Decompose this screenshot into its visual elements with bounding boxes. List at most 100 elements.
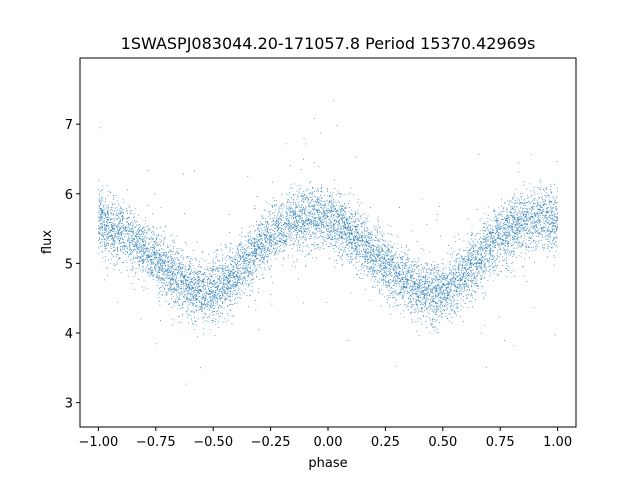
data-point [277,234,279,236]
data-point [424,281,426,283]
data-point [355,267,357,269]
data-point [327,230,328,232]
data-point [498,214,500,216]
data-point [150,256,152,257]
data-point [181,273,182,275]
data-point [114,240,116,242]
data-point [289,207,290,209]
data-point [310,250,312,252]
data-point [439,290,441,292]
data-point [454,278,456,280]
data-point [156,241,158,243]
data-point [185,291,187,292]
data-point [543,230,545,231]
data-point [212,284,214,285]
data-point [360,235,362,237]
data-point [148,237,149,239]
data-point [551,211,553,213]
data-point [113,214,114,216]
data-point [523,227,525,228]
data-point [438,270,439,272]
data-point [337,190,339,192]
data-point [130,212,132,214]
data-point [270,259,272,261]
data-point [315,228,317,230]
data-point [375,276,377,277]
data-point [184,278,186,280]
data-point [495,216,497,218]
data-point [407,259,409,260]
data-point [196,298,197,299]
data-point [157,275,159,277]
data-point [227,305,229,306]
data-point [265,222,267,224]
data-point [548,227,549,229]
data-point [450,280,452,282]
data-point [334,238,335,240]
data-point [235,263,237,265]
data-point [252,225,254,227]
data-point [475,246,477,247]
data-point [269,243,271,244]
data-point [444,295,446,297]
data-point [513,276,515,277]
data-point [397,243,399,245]
data-point [461,267,463,269]
data-point [538,240,540,241]
data-point [391,234,393,235]
data-point [171,277,173,279]
data-point [303,227,305,229]
data-point [262,247,263,249]
data-point [552,221,554,223]
data-point [369,242,371,244]
data-point [136,253,137,255]
data-point [232,258,233,260]
data-point [419,286,421,288]
data-point [512,219,514,221]
data-point [526,211,528,213]
data-point [490,253,492,255]
data-point [452,272,454,274]
data-point [482,233,484,234]
data-point [315,200,317,202]
data-point [476,274,478,276]
data-point [189,265,191,267]
data-point [213,295,215,297]
data-point [322,244,324,246]
data-point [305,266,307,268]
data-point [180,282,182,284]
data-point [191,302,193,304]
data-point [205,295,207,296]
data-point [316,225,317,227]
data-point [448,293,450,295]
data-point [130,222,131,224]
data-point [364,253,366,255]
data-point [483,241,485,243]
data-point [415,302,417,304]
data-point [247,176,249,177]
data-point [503,228,504,230]
data-point [198,283,200,285]
data-point [332,239,334,240]
data-point [517,226,519,228]
data-point [353,194,355,196]
data-point [548,229,550,231]
data-point [458,275,459,277]
data-point [312,243,314,245]
data-point [399,266,401,268]
data-point [271,276,273,277]
data-point [182,283,184,285]
data-point [206,293,207,295]
data-point [501,242,503,244]
data-point [183,263,184,265]
data-point [317,200,319,202]
data-point [345,235,346,236]
data-point [382,280,384,281]
data-point [104,232,106,234]
data-point [425,282,427,284]
data-point [234,281,236,282]
data-point [481,285,483,287]
data-point [209,302,211,304]
data-point [479,238,480,240]
data-point [505,207,507,209]
